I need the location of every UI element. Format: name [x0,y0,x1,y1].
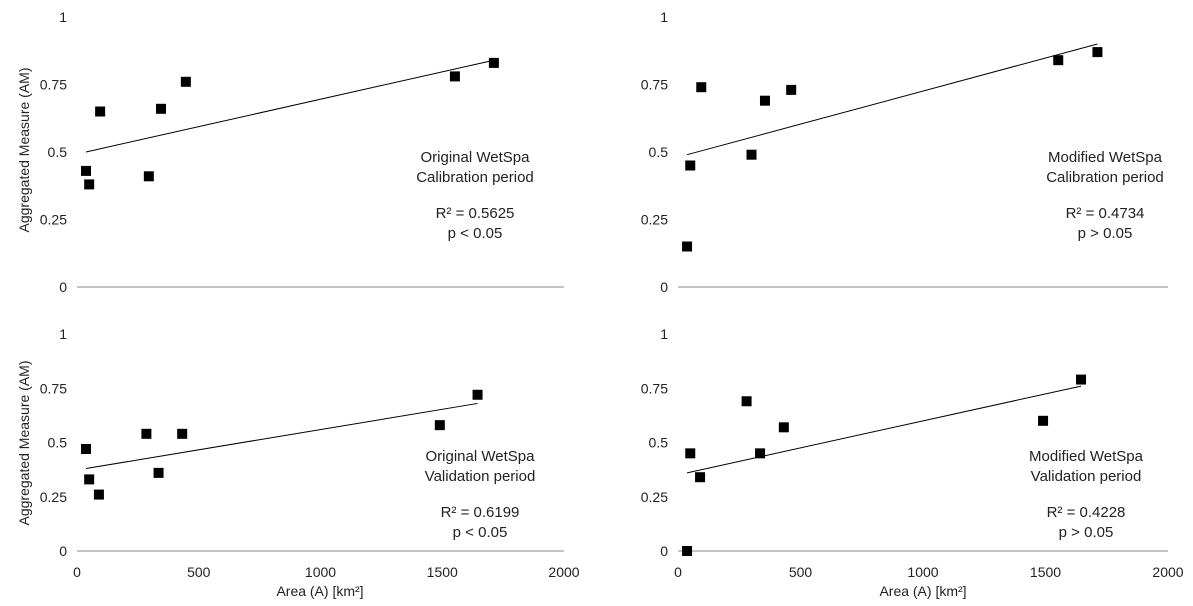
y-tick-label: 1 [59,9,67,25]
panel-modified-calibration: 0 0.25 0.5 0.75 1 [641,9,1168,295]
trendline [85,59,494,153]
trendline [686,385,1082,474]
data-point [755,448,766,459]
annotation-model: Modified WetSpa [1048,149,1162,166]
annotation-modified-calibration: Modified WetSpa Calibration period R² = … [1025,148,1185,244]
panel-original-validation: 0 0.25 0.5 0.75 1 0 500 1000 1500 2000 [40,326,580,580]
data-point [696,82,707,93]
y-tick-label: 0 [660,279,668,295]
data-point [778,422,789,433]
annotation-p: p < 0.05 [452,524,508,541]
annotation-p: p > 0.05 [1077,225,1133,242]
data-point [143,171,154,182]
data-point [81,165,92,176]
y-tick-label: 0 [59,279,67,295]
annotation-period: Validation period [424,468,536,485]
x-tick-label: 2000 [548,564,579,580]
data-point [153,467,164,478]
annotation-r2: R² = 0.4734 [1065,205,1145,222]
data-point [695,472,706,483]
data-point [141,428,152,439]
y-tick-label: 0.75 [40,380,67,396]
data-point [81,444,92,455]
data-point [449,71,460,82]
annotation-period: Calibration period [416,169,534,186]
data-point [746,149,757,160]
annotation-r2: R² = 0.6199 [440,504,520,521]
trendline [85,402,478,470]
x-tick-label: 500 [187,564,211,580]
annotation-original-calibration: Original WetSpa Calibration period R² = … [395,148,555,244]
data-point [93,489,104,500]
y-tick-label: 1 [660,9,668,25]
data-point [84,179,95,190]
y-tick-label: 0.75 [40,77,67,93]
x-tick-label: 1500 [1030,564,1061,580]
y-tick-label: 0.75 [641,380,668,396]
x-tick-label: 500 [789,564,813,580]
y-tick-label: 0 [59,543,67,559]
data-point [180,76,191,87]
annotation-r2: R² = 0.4228 [1046,504,1126,521]
annotation-model: Original WetSpa [420,149,530,166]
data-point [488,57,499,68]
x-tick-label: 1500 [427,564,458,580]
annotation-r2: R² = 0.5625 [435,205,515,222]
data-point [1092,47,1103,58]
data-point [95,106,106,117]
data-point [1038,415,1049,426]
x-tick-label: 0 [674,564,682,580]
panel-modified-validation: 0 0.25 0.5 0.75 1 0 500 1000 1500 2000 [641,326,1184,580]
data-point [741,396,752,407]
y-tick-label: 0.75 [641,77,668,93]
y-tick-label: 0.25 [641,489,668,505]
data-point [177,428,188,439]
y-tick-label: 0.5 [48,144,68,160]
data-point [1053,55,1064,66]
y-tick-label: 1 [59,326,67,342]
y-tick-label: 0 [660,543,668,559]
data-point [685,448,696,459]
x-tick-label: 1000 [907,564,938,580]
annotation-model: Modified WetSpa [1029,448,1143,465]
y-tick-label: 0.5 [649,144,669,160]
annotation-modified-validation: Modified WetSpa Validation period R² = 0… [1006,447,1166,543]
data-point [472,389,483,400]
data-point [685,160,696,171]
x-axis-title-left: Area (A) [km²] [276,583,364,599]
y-tick-label: 0.5 [48,435,68,451]
y-tick-label: 0.25 [40,212,67,228]
data-point [156,103,167,114]
annotation-period: Calibration period [1046,169,1164,186]
data-point [759,95,770,106]
y-tick-label: 0.5 [649,435,669,451]
data-point [682,546,693,556]
trendline [686,43,1098,156]
x-axis-title-right: Area (A) [km²] [879,583,967,599]
y-tick-label: 1 [660,326,668,342]
y-tick-label: 0.25 [641,212,668,228]
data-point [786,84,797,95]
x-tick-label: 2000 [1152,564,1183,580]
data-point [84,474,95,485]
x-tick-label: 1000 [305,564,336,580]
data-point [682,241,693,252]
annotation-model: Original WetSpa [425,448,535,465]
data-point [1076,374,1087,385]
annotation-original-validation: Original WetSpa Validation period R² = 0… [400,447,560,543]
data-point [434,420,445,431]
panel-original-calibration: 0 0.25 0.5 0.75 1 [40,9,564,295]
annotation-p: p < 0.05 [447,225,503,242]
y-tick-label: 0.25 [40,489,67,505]
annotation-p: p > 0.05 [1058,524,1114,541]
x-tick-label: 0 [73,564,81,580]
annotation-period: Validation period [1030,468,1142,485]
